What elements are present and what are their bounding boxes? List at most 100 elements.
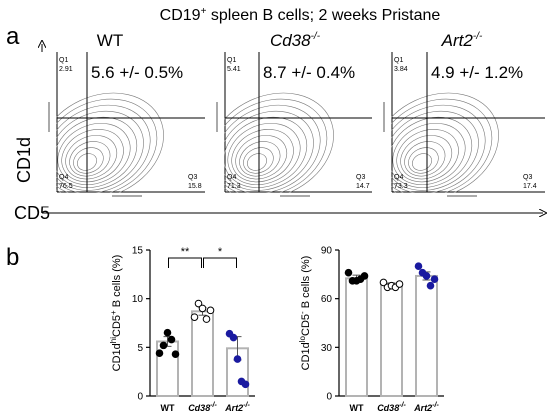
contour-line	[77, 153, 97, 171]
contour-line	[69, 141, 111, 177]
y-tick-label: 90	[321, 246, 333, 257]
data-point	[229, 333, 238, 342]
y-channel-label	[48, 102, 50, 132]
contour-line	[227, 123, 301, 185]
data-point	[198, 304, 207, 313]
x-category-label: WT	[161, 403, 175, 413]
x-category-label: Art2-/-	[224, 402, 250, 413]
data-point	[206, 306, 215, 315]
panel-a-letter: a	[6, 23, 20, 50]
contour-line	[404, 141, 446, 177]
plot-header-wt: WT	[97, 31, 123, 50]
figure-title: CD19+ spleen B cells; 2 weeks Pristane	[160, 6, 441, 24]
y-tick-label: 15	[132, 246, 144, 257]
data-point	[414, 262, 423, 271]
q3-value: 17.4	[523, 183, 537, 190]
data-point	[379, 278, 388, 287]
flow-plot-art2: Q1 3.84 Q4 73.3 Q3 17.4 4.9 +/- 1.2%	[372, 52, 550, 207]
x-channel-label	[280, 195, 310, 197]
plot-header-cd38: Cd38-/-	[270, 31, 321, 50]
data-point	[190, 313, 199, 321]
data-point	[360, 272, 369, 280]
clip-mask	[37, 52, 57, 194]
q4-value: 76.5	[59, 183, 73, 190]
contour-line	[408, 147, 439, 174]
contour-line	[247, 153, 267, 171]
data-point	[163, 328, 172, 337]
x-category-label: WT	[350, 403, 364, 413]
bar	[415, 274, 438, 398]
q3-label: Q3	[523, 174, 532, 181]
y-channel-label	[383, 102, 385, 132]
y-tick-label: 30	[321, 343, 333, 354]
contour-line	[57, 123, 131, 185]
x-category-label: Cd38-/-	[188, 402, 217, 413]
q4-label: Q4	[394, 174, 403, 181]
data-point	[202, 315, 211, 323]
clip-mask	[37, 192, 215, 207]
q1-label: Q1	[59, 57, 68, 64]
contour-line	[65, 135, 118, 180]
y-tick-label: 0	[137, 392, 143, 403]
q1-value: 2.91	[59, 66, 73, 73]
significance-label: *	[218, 246, 223, 258]
q4-label: Q4	[59, 174, 68, 181]
data-point	[159, 341, 168, 350]
significance-bracket	[203, 257, 237, 268]
x-channel-label	[112, 195, 142, 197]
bar	[380, 283, 403, 397]
bar-chart-cd1dlo: 0 30 60 90 CD1dloCD5- B cells (%) WT Cd38-/- Ar…	[298, 246, 444, 413]
y-channel-label	[216, 102, 218, 132]
data-point	[422, 272, 431, 280]
bar-chart-cd1dhi: 0 5 10 15 CD1dhiCD5+ B cells (%) WT Cd38-/- Art…	[109, 246, 255, 413]
plot-header-art2: Art2-/-	[441, 31, 483, 50]
q2-percentage-stat: 8.7 +/- 0.4%	[263, 63, 355, 82]
contour-line	[412, 153, 432, 171]
q4-value: 73.3	[394, 183, 408, 190]
data-point	[344, 268, 353, 277]
contour-line	[235, 135, 288, 180]
y-tick-label: 5	[137, 343, 143, 354]
data-point	[194, 299, 203, 308]
q1-label: Q1	[394, 57, 403, 64]
contour-line	[400, 135, 453, 180]
y-axis-label: CD1dloCD5- B cells (%)	[298, 256, 312, 371]
q4-value: 71.3	[227, 183, 241, 190]
data-point	[167, 335, 176, 344]
flow-plot-wt: Q1 2.91 Q4 76.5 Q3 15.8 5.6 +/- 0.5%	[37, 52, 215, 207]
contour-line	[243, 147, 274, 174]
bar	[345, 277, 368, 397]
cd5-axis-label: CD5	[14, 203, 50, 223]
data-point	[241, 380, 250, 389]
data-point	[171, 350, 180, 358]
contour-line	[239, 141, 281, 177]
data-point	[395, 280, 404, 288]
y-tick-label: 60	[321, 294, 333, 305]
data-point	[430, 275, 439, 284]
y-tick-label: 10	[132, 294, 144, 305]
q1-value: 5.41	[227, 66, 241, 73]
bar	[191, 310, 214, 398]
contour-line	[392, 123, 466, 185]
data-point	[233, 355, 242, 363]
significance-bracket	[168, 257, 202, 268]
x-category-label: Cd38-/-	[377, 402, 406, 413]
clip-mask	[205, 52, 225, 194]
contour-line	[73, 147, 104, 174]
clip-mask	[205, 192, 383, 207]
data-point	[426, 281, 435, 290]
contour-line	[223, 116, 308, 188]
x-category-label: Art2-/-	[413, 402, 439, 413]
q2-percentage-stat: 4.9 +/- 1.2%	[431, 63, 523, 82]
q4-label: Q4	[227, 174, 236, 181]
cd1d-axis-label: CD1d	[14, 137, 34, 183]
flow-plot-cd38: Q1 5.41 Q4 71.3 Q3 14.7 8.7 +/- 0.4%	[205, 52, 383, 207]
q3-label: Q3	[188, 174, 197, 181]
contour-line	[231, 129, 294, 183]
significance-label: **	[181, 246, 190, 258]
y-tick-label: 0	[326, 392, 332, 403]
y-axis-label: CD1dhiCD5+ B cells (%)	[109, 255, 123, 372]
clip-mask	[372, 192, 550, 207]
